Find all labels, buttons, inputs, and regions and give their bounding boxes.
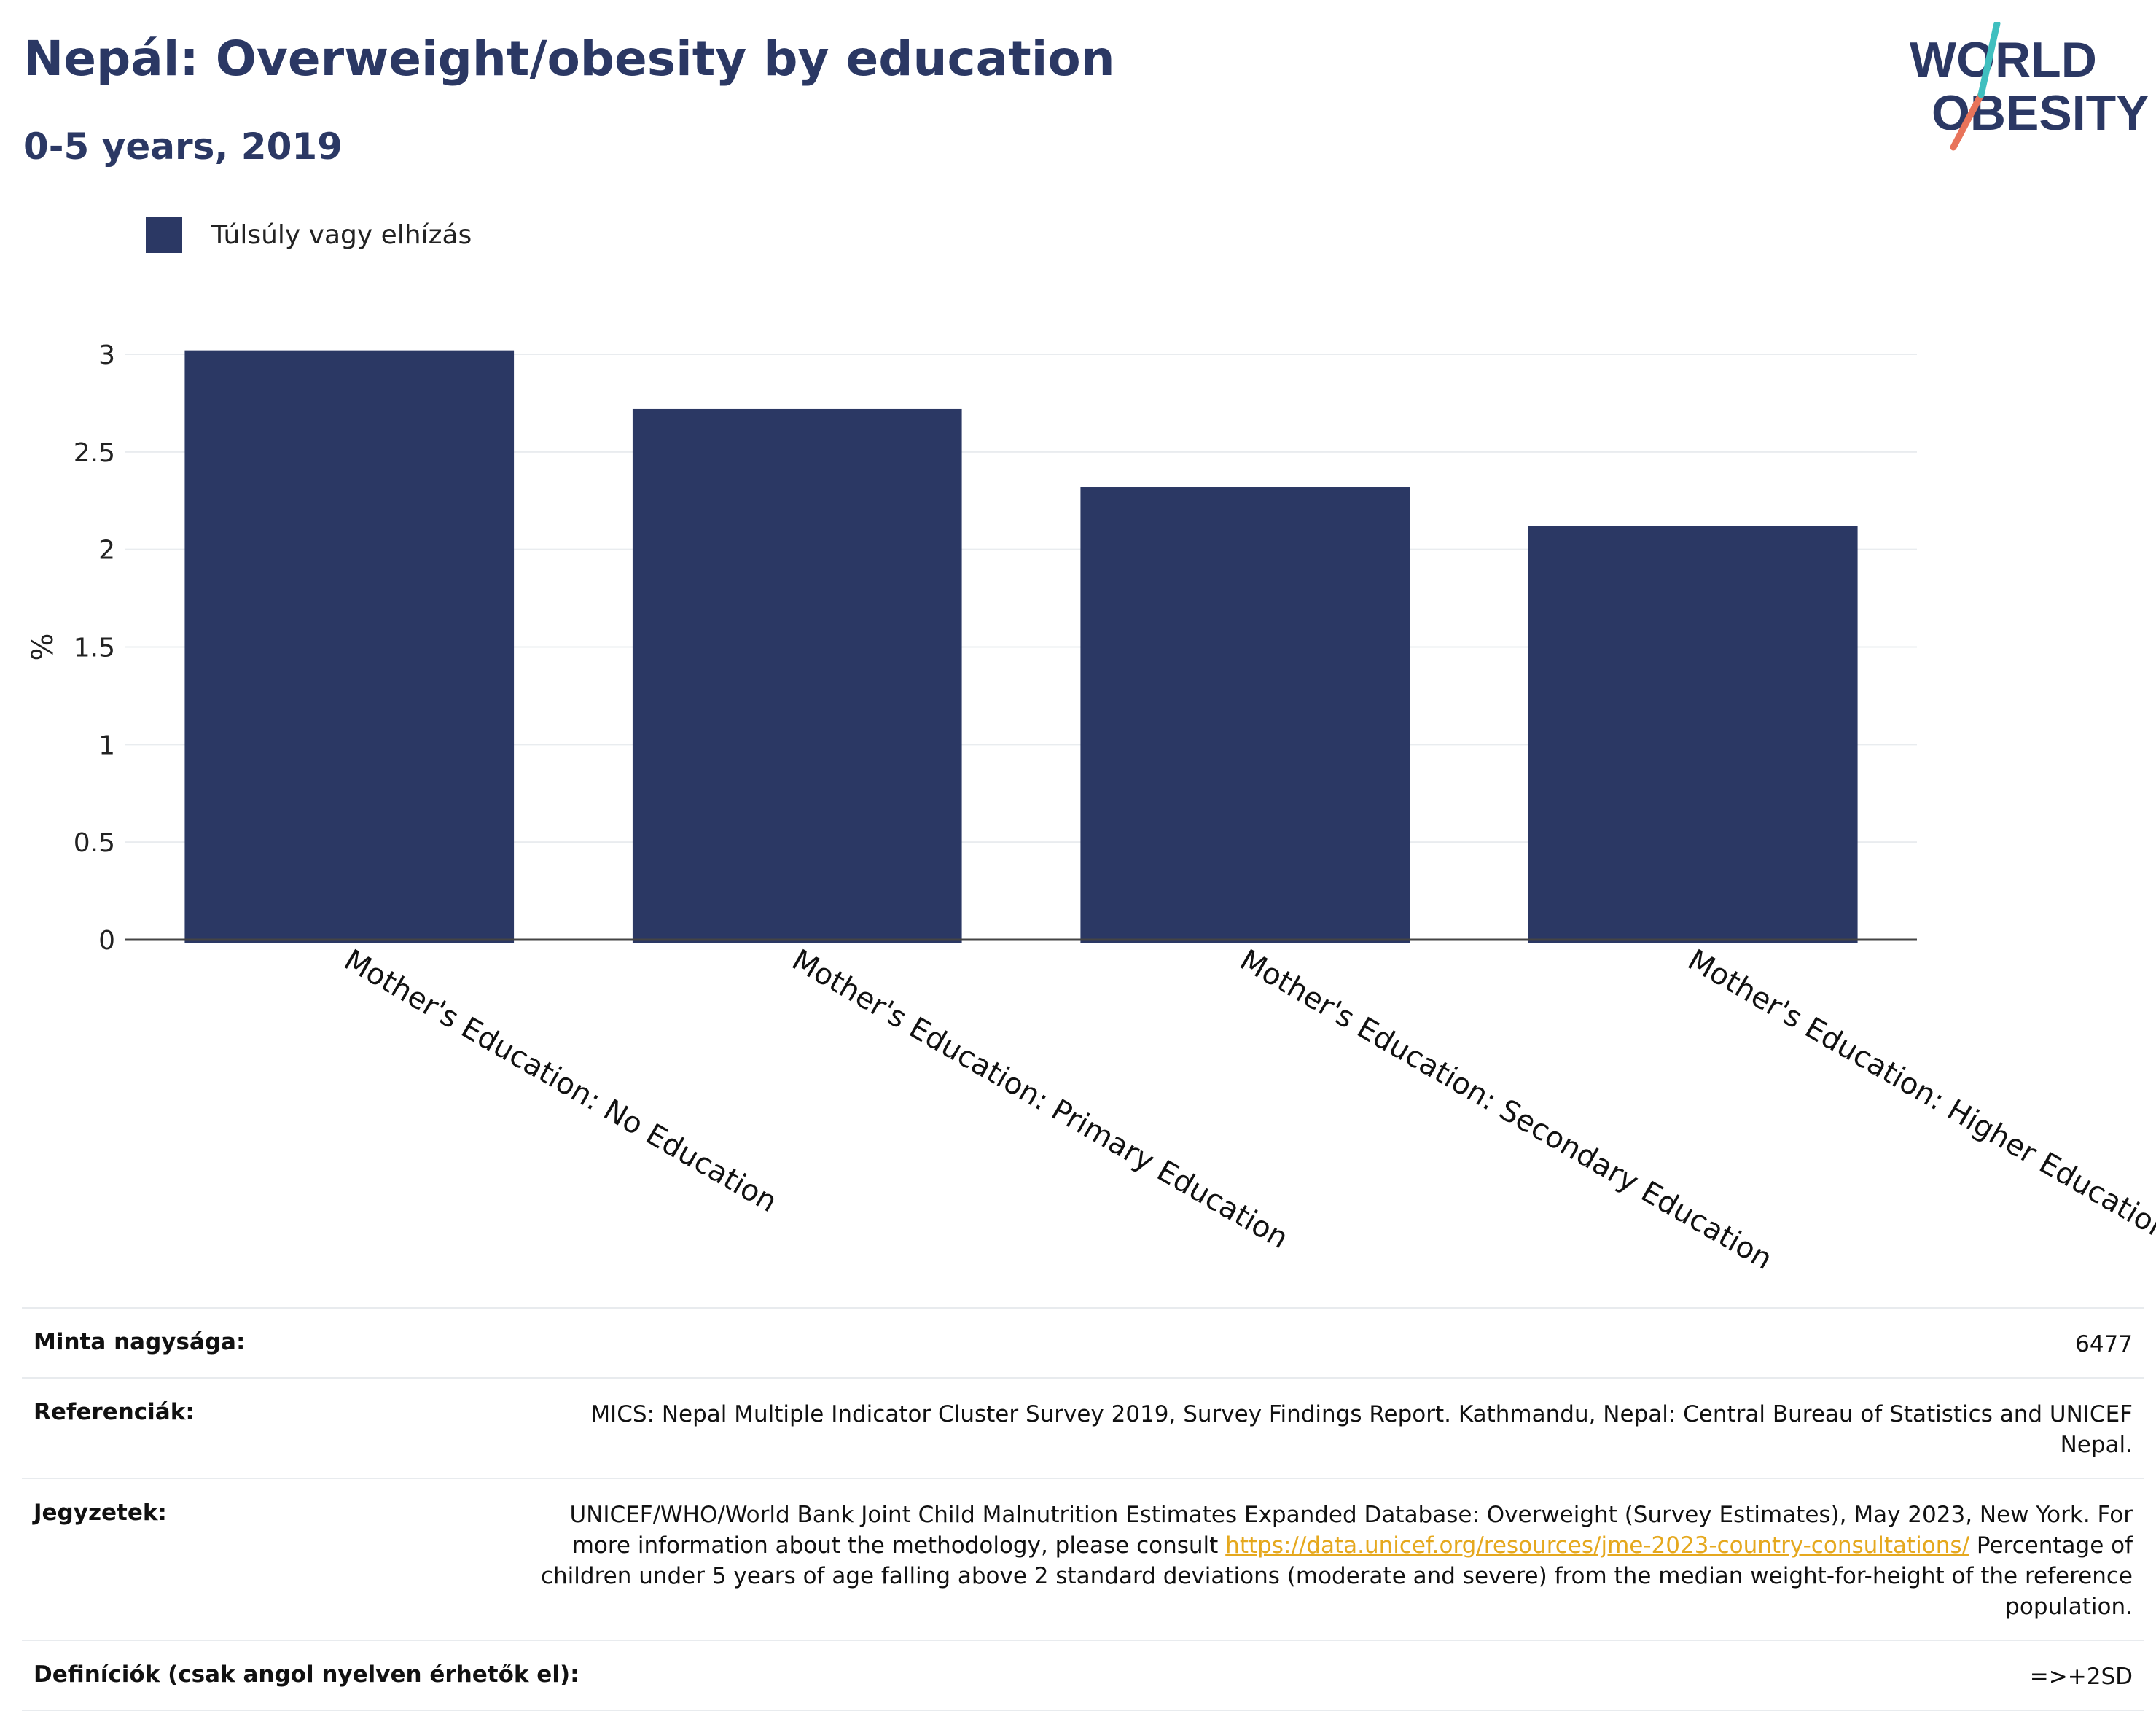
notes-value: UNICEF/WHO/World Bank Joint Child Malnut… [529,1500,2133,1622]
x-tick-label: Mother's Education: Higher Education [1682,943,2156,1248]
logo-line1: WORLD [1910,32,2097,87]
legend-label: Túlsúly vagy elhízás [211,219,472,250]
notes-text-after: Percentage of children under 5 years of … [540,1532,2133,1620]
bar [184,350,515,943]
page-subtitle: 0-5 years, 2019 [23,125,343,168]
y-tick-label: 1 [98,730,115,760]
metadata-table: Minta nagysága: 6477 Referenciák: MICS: … [22,1307,2144,1711]
meta-row-sample-size: Minta nagysága: 6477 [22,1307,2144,1377]
definitions-value: =>+2SD [2029,1664,2133,1690]
bar [632,408,962,943]
definitions-label: Definíciók (csak angol nyelven érhetők e… [34,1661,579,1688]
x-tick-label: Mother's Education: Secondary Education [1234,943,1778,1277]
page-title: Nepál: Overweight/obesity by education [23,31,1115,87]
y-tick-label: 0.5 [74,828,115,858]
meta-row-references: Referenciák: MICS: Nepal Multiple Indica… [22,1377,2144,1478]
x-tick-label: Mother's Education: No Education [338,943,782,1219]
x-tick-label: Mother's Education: Primary Education [786,943,1294,1256]
meta-row-definitions: Definíciók (csak angol nyelven érhetők e… [22,1640,2144,1711]
bar [1528,526,1858,943]
y-tick-label: 3 [98,340,115,370]
y-tick-label: 2 [98,536,115,566]
y-tick-label: 2.5 [74,438,115,468]
chart-legend[interactable]: Túlsúly vagy elhízás [146,216,472,254]
references-label: Referenciák: [34,1399,195,1425]
y-axis-label: % [26,633,60,660]
sample-size-value: 6477 [2075,1331,2133,1357]
world-obesity-logo: WORLD OBESITY [1910,22,2149,151]
notes-label: Jegyzetek: [34,1500,167,1526]
bar [1080,487,1410,943]
legend-swatch [146,217,182,253]
notes-text-before: UNICEF/WHO/World Bank Joint Child Malnut… [569,1502,2133,1559]
y-tick-label: 0 [98,926,115,956]
meta-row-notes: Jegyzetek: UNICEF/WHO/World Bank Joint C… [22,1478,2144,1640]
references-value: MICS: Nepal Multiple Indicator Cluster S… [590,1401,2133,1458]
methodology-link[interactable]: https://data.unicef.org/resources/jme-20… [1225,1532,1970,1559]
bar-chart: 0 0.5 1 1.5 2 2.5 3% Mother's Education: No Edu… [26,340,2156,1277]
sample-size-label: Minta nagysága: [34,1329,246,1355]
y-tick-label: 1.5 [74,634,115,663]
